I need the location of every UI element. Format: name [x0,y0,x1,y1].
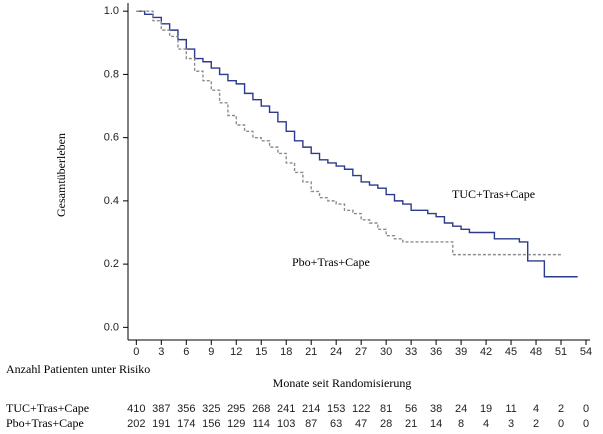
risk-count: 3 [508,418,514,430]
x-axis-label: Monate seit Randomisierung [273,376,412,390]
risk-count: 4 [533,403,539,415]
risk-count: 174 [177,418,195,430]
risk-count: 387 [152,403,170,415]
x-tick-label: 9 [208,346,214,358]
risk-count: 114 [252,418,270,430]
risk-count: 56 [405,403,417,415]
risk-count: 122 [352,403,370,415]
x-tick-label: 3 [158,346,164,358]
risk-count: 214 [302,403,320,415]
risk-count: 21 [405,418,417,430]
risk-count: 356 [177,403,195,415]
x-tick-label: 27 [355,346,367,358]
x-tick-label: 33 [405,346,417,358]
risk-count: 63 [330,418,342,430]
y-tick-label: 0.6 [104,132,119,144]
x-tick-label: 48 [530,346,542,358]
risk-count: 241 [277,403,295,415]
x-tick-label: 51 [555,346,567,358]
x-tick-label: 6 [183,346,189,358]
y-tick-label: 0.8 [104,68,119,80]
risk-count: 81 [380,403,392,415]
risk-count: 202 [127,418,145,430]
risk-count: 0 [583,403,589,415]
risk-count: 11 [505,403,516,415]
x-tick-label: 54 [580,346,592,358]
risk-count: 0 [583,418,589,430]
risk-count: 0 [558,418,564,430]
y-tick-label: 0.2 [104,258,119,270]
risk-count: 268 [252,403,270,415]
x-tick-label: 36 [430,346,442,358]
risk-count: 38 [430,403,442,415]
risk-count: 28 [380,418,392,430]
survival-curve [136,10,562,256]
risk-count: 129 [227,418,245,430]
risk-count: 24 [455,403,467,415]
x-tick-label: 39 [455,346,467,358]
risk-count: 191 [152,418,170,430]
risk-count: 410 [127,403,145,415]
risk-count: 14 [430,418,442,430]
risk-count: 47 [355,418,367,430]
y-axis-label: Gesamtüberleben [54,133,68,217]
risk-count: 103 [277,418,295,430]
legend-label: Pbo+Tras+Cape [292,255,370,269]
survival-curve [136,10,578,278]
risk-count: 2 [558,403,564,415]
x-tick-label: 12 [230,346,242,358]
x-tick-label: 42 [480,346,492,358]
risk-count: 19 [480,403,492,415]
x-tick-label: 18 [280,346,292,358]
risk-count: 8 [458,418,464,430]
x-tick-label: 21 [305,346,317,358]
risk-count: 325 [202,403,220,415]
x-tick-label: 30 [380,346,392,358]
risk-table-title: Anzahl Patienten unter Risiko [6,362,151,376]
risk-row-label: TUC+Tras+Cape [6,401,89,415]
x-tick-label: 45 [505,346,517,358]
risk-count: 87 [305,418,317,430]
legend-label: TUC+Tras+Cape [452,187,535,201]
risk-count: 295 [227,403,245,415]
risk-count: 4 [483,418,489,430]
risk-count: 156 [202,418,220,430]
risk-row-label: Pbo+Tras+Cape [6,416,84,430]
x-tick-label: 0 [133,346,139,358]
y-tick-label: 1.0 [104,5,119,17]
x-tick-label: 24 [330,346,342,358]
risk-count: 153 [327,403,345,415]
y-tick-label: 0.0 [104,321,119,333]
x-tick-label: 15 [255,346,267,358]
y-tick-label: 0.4 [104,195,119,207]
risk-count: 2 [533,418,539,430]
